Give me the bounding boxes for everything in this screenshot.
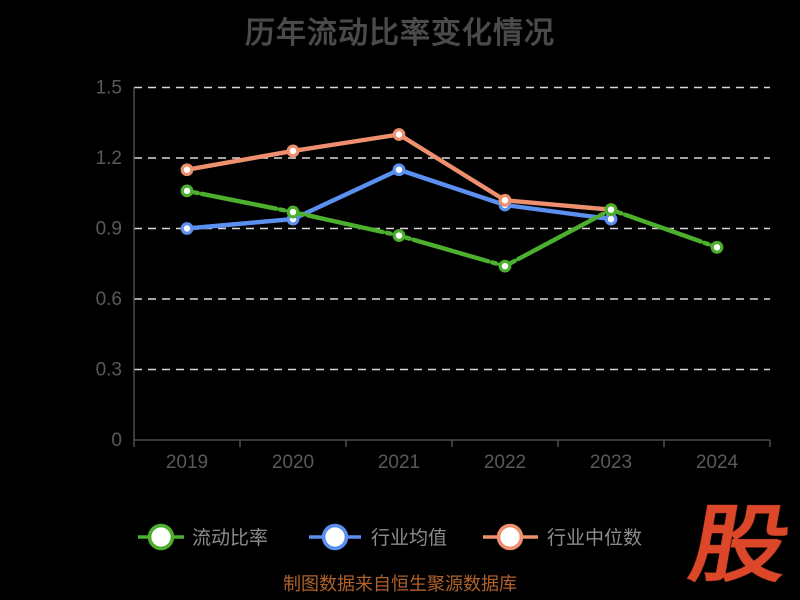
- svg-text:0: 0: [111, 430, 122, 451]
- svg-text:2022: 2022: [484, 452, 526, 473]
- svg-text:0.6: 0.6: [96, 289, 122, 310]
- svg-text:1.5: 1.5: [96, 78, 122, 99]
- svg-text:1.2: 1.2: [96, 148, 122, 169]
- svg-text:流动比率: 流动比率: [192, 527, 268, 549]
- svg-text:2021: 2021: [378, 452, 420, 473]
- svg-text:行业均值: 行业均值: [371, 527, 447, 549]
- svg-text:0.9: 0.9: [96, 219, 122, 240]
- svg-text:2019: 2019: [166, 452, 208, 473]
- svg-text:0.3: 0.3: [96, 360, 122, 381]
- svg-text:2023: 2023: [590, 452, 632, 473]
- svg-text:2020: 2020: [272, 452, 314, 473]
- svg-text:2024: 2024: [696, 452, 739, 473]
- svg-text:行业中位数: 行业中位数: [547, 527, 642, 549]
